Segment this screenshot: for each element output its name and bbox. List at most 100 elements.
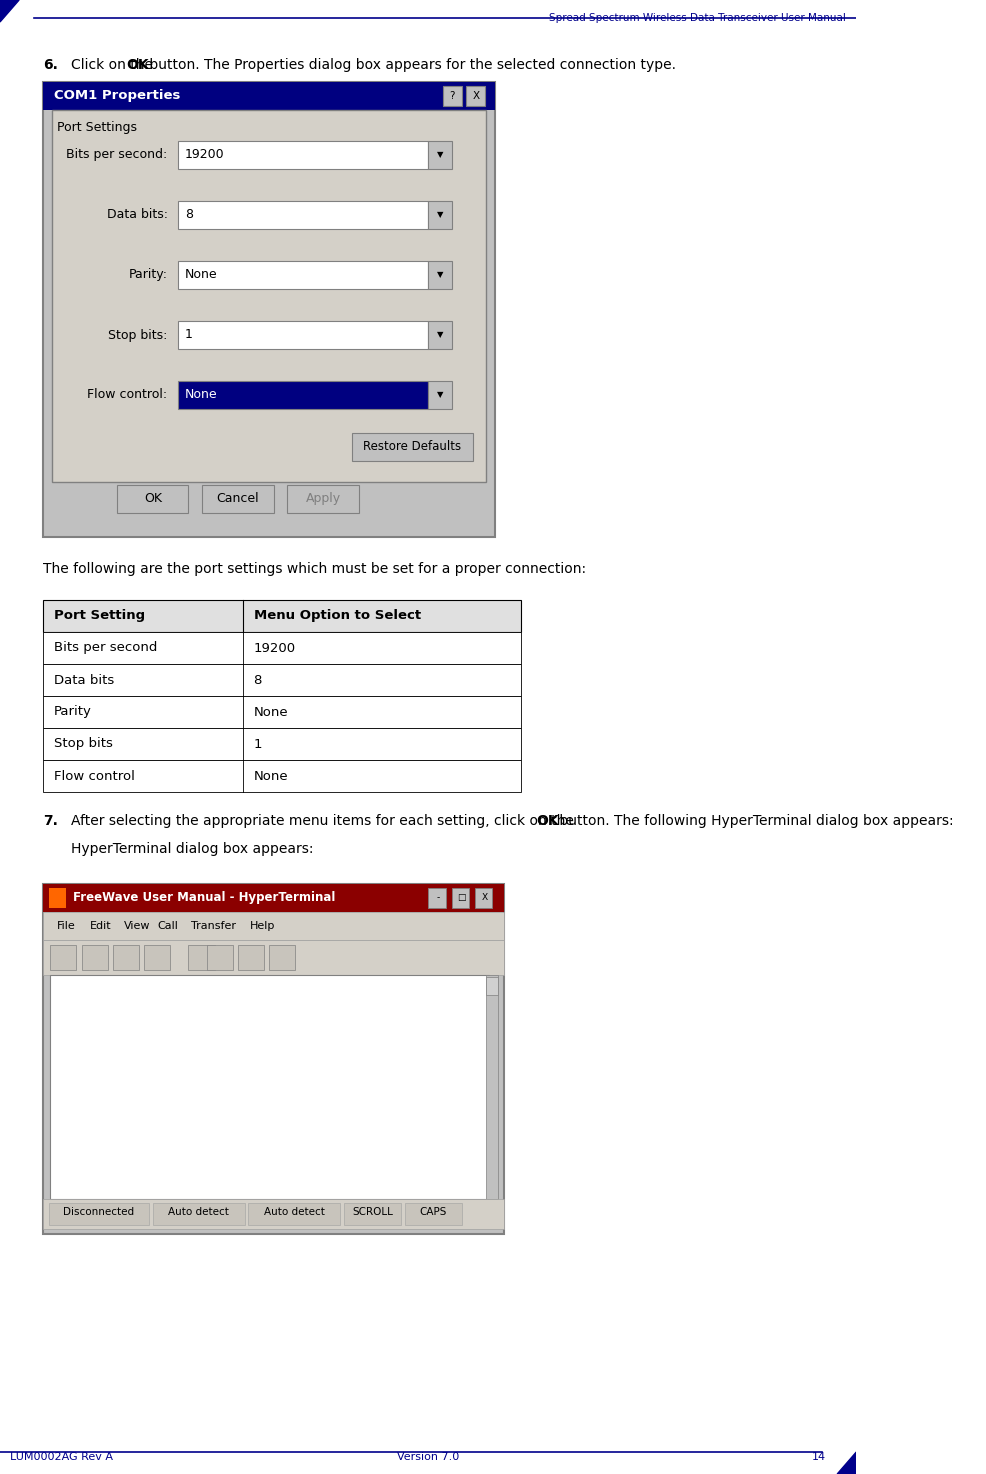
Text: FreeWave User Manual - HyperTerminal: FreeWave User Manual - HyperTerminal xyxy=(73,892,335,905)
FancyBboxPatch shape xyxy=(43,940,504,974)
FancyBboxPatch shape xyxy=(52,111,486,482)
FancyBboxPatch shape xyxy=(178,321,428,349)
FancyBboxPatch shape xyxy=(43,1198,504,1229)
FancyBboxPatch shape xyxy=(486,974,499,1198)
Text: ▼: ▼ xyxy=(437,150,444,159)
FancyBboxPatch shape xyxy=(475,887,492,908)
FancyBboxPatch shape xyxy=(43,83,495,537)
Text: None: None xyxy=(185,389,218,401)
FancyBboxPatch shape xyxy=(43,600,521,632)
Text: 6.: 6. xyxy=(43,57,58,72)
Text: Edit: Edit xyxy=(90,921,111,932)
Text: Flow control: Flow control xyxy=(54,769,135,783)
Text: OK: OK xyxy=(144,492,162,506)
Text: Bits per second: Bits per second xyxy=(54,641,157,654)
Text: 1: 1 xyxy=(185,329,193,342)
Text: Apply: Apply xyxy=(306,492,340,506)
Text: X: X xyxy=(481,893,488,902)
Text: OK: OK xyxy=(535,814,558,828)
Text: 19200: 19200 xyxy=(253,641,296,654)
Text: 8: 8 xyxy=(185,208,193,221)
Text: Menu Option to Select: Menu Option to Select xyxy=(253,610,421,622)
FancyBboxPatch shape xyxy=(43,761,521,792)
FancyBboxPatch shape xyxy=(178,380,428,408)
Text: Stop bits: Stop bits xyxy=(54,737,112,750)
Text: ▼: ▼ xyxy=(437,211,444,220)
FancyBboxPatch shape xyxy=(178,200,428,228)
Text: Port Setting: Port Setting xyxy=(54,610,145,622)
Text: Transfer: Transfer xyxy=(191,921,237,932)
Text: SCROLL: SCROLL xyxy=(352,1207,393,1218)
Text: ▼: ▼ xyxy=(437,271,444,280)
Text: None: None xyxy=(253,769,288,783)
FancyBboxPatch shape xyxy=(43,696,521,728)
FancyBboxPatch shape xyxy=(48,1203,149,1225)
FancyBboxPatch shape xyxy=(428,142,453,170)
FancyBboxPatch shape xyxy=(113,945,139,970)
FancyBboxPatch shape xyxy=(207,945,233,970)
FancyBboxPatch shape xyxy=(452,887,469,908)
Text: Data bits:: Data bits: xyxy=(106,208,168,221)
FancyBboxPatch shape xyxy=(466,85,485,106)
Text: Restore Defaults: Restore Defaults xyxy=(364,441,461,454)
FancyBboxPatch shape xyxy=(43,884,504,1234)
FancyBboxPatch shape xyxy=(428,321,453,349)
FancyBboxPatch shape xyxy=(288,485,359,513)
Text: Help: Help xyxy=(249,921,275,932)
FancyBboxPatch shape xyxy=(43,728,521,761)
FancyBboxPatch shape xyxy=(117,485,188,513)
Text: ▼: ▼ xyxy=(437,391,444,399)
Text: Stop bits:: Stop bits: xyxy=(108,329,168,342)
Text: After selecting the appropriate menu items for each setting, click on the: After selecting the appropriate menu ite… xyxy=(71,814,579,828)
Text: Auto detect: Auto detect xyxy=(264,1207,324,1218)
Text: Call: Call xyxy=(158,921,178,932)
Text: 8: 8 xyxy=(253,674,262,687)
FancyBboxPatch shape xyxy=(352,433,473,461)
FancyBboxPatch shape xyxy=(43,632,521,663)
Text: COM1 Properties: COM1 Properties xyxy=(54,90,180,103)
FancyBboxPatch shape xyxy=(428,261,453,289)
Text: OK: OK xyxy=(126,57,149,72)
Text: Parity:: Parity: xyxy=(128,268,168,282)
Text: -: - xyxy=(436,893,440,902)
Text: None: None xyxy=(253,706,288,718)
FancyBboxPatch shape xyxy=(404,1203,462,1225)
FancyBboxPatch shape xyxy=(178,142,428,170)
FancyBboxPatch shape xyxy=(428,200,453,228)
FancyBboxPatch shape xyxy=(428,887,446,908)
FancyBboxPatch shape xyxy=(48,887,66,908)
Text: ▼: ▼ xyxy=(437,330,444,339)
Text: Cancel: Cancel xyxy=(217,492,259,506)
FancyBboxPatch shape xyxy=(54,112,141,142)
Text: 14: 14 xyxy=(811,1452,826,1462)
Text: None: None xyxy=(185,268,218,282)
Text: CAPS: CAPS xyxy=(420,1207,447,1218)
Text: button. The Properties dialog box appears for the selected connection type.: button. The Properties dialog box appear… xyxy=(145,57,676,72)
FancyBboxPatch shape xyxy=(82,945,107,970)
Text: Data bits: Data bits xyxy=(54,674,114,687)
FancyBboxPatch shape xyxy=(43,83,495,111)
Text: HyperTerminal dialog box appears:: HyperTerminal dialog box appears: xyxy=(71,842,314,856)
FancyBboxPatch shape xyxy=(43,912,504,940)
FancyBboxPatch shape xyxy=(144,945,171,970)
FancyBboxPatch shape xyxy=(43,884,504,912)
Text: X: X xyxy=(472,91,479,102)
Text: Parity: Parity xyxy=(54,706,92,718)
Text: Spread Spectrum Wireless Data Transceiver User Manual: Spread Spectrum Wireless Data Transceive… xyxy=(549,13,846,24)
Text: Disconnected: Disconnected xyxy=(63,1207,134,1218)
FancyBboxPatch shape xyxy=(269,945,295,970)
Text: button. The following HyperTerminal dialog box appears:: button. The following HyperTerminal dial… xyxy=(555,814,953,828)
FancyBboxPatch shape xyxy=(153,1203,245,1225)
Text: Bits per second:: Bits per second: xyxy=(66,149,168,162)
FancyBboxPatch shape xyxy=(248,1203,340,1225)
Text: Click on the: Click on the xyxy=(71,57,158,72)
FancyBboxPatch shape xyxy=(238,945,264,970)
Polygon shape xyxy=(0,0,19,22)
Text: 1: 1 xyxy=(253,737,262,750)
Text: File: File xyxy=(56,921,75,932)
Text: 7.: 7. xyxy=(43,814,58,828)
FancyBboxPatch shape xyxy=(344,1203,401,1225)
FancyBboxPatch shape xyxy=(443,85,462,106)
FancyBboxPatch shape xyxy=(178,261,428,289)
Text: 19200: 19200 xyxy=(185,149,225,162)
